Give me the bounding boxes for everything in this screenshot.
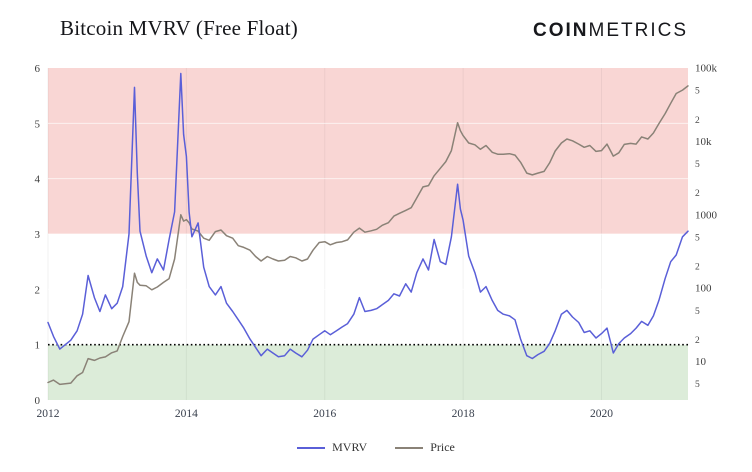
price-line-swatch [395,446,424,449]
left-axis-tick-label: 2 [35,284,41,296]
coinmetrics-logo: COINMETRICS [533,20,688,42]
left-axis-tick-label: 5 [35,118,41,130]
legend-item-mvrv[interactable]: MVRV [297,440,367,455]
price-series-line [47,85,689,386]
right-axis-tick-label: 2 [695,336,700,346]
right-axis-tick-label: 2 [695,263,700,273]
left-axis-tick-label: 1 [35,340,41,352]
right-axis-tick-label: 5 [695,380,700,390]
x-axis-tick-label: 2020 [590,408,613,420]
mvrv-series-line [47,72,689,360]
x-axis-tick-label: 2016 [313,408,336,420]
right-axis-tick-label: 5 [695,160,700,170]
right-axis-tick-label: 5 [695,87,700,97]
left-axis-tick-label: 6 [35,63,41,75]
x-axis-tick-label: 2018 [452,408,475,420]
right-axis-tick-label: 1000 [695,209,718,221]
right-axis-tick-label: 2 [695,189,700,199]
undervalued-band [48,344,688,400]
x-axis-tick-label: 2012 [37,408,60,420]
legend-label-price: Price [430,440,455,454]
overvalued-band [48,68,688,234]
right-axis-tick-label: 100 [695,283,712,295]
chart-legend: MVRV Price [0,440,752,455]
legend-label-mvrv: MVRV [332,440,368,454]
right-axis-tick-label: 10 [695,356,707,368]
legend-item-price[interactable]: Price [395,440,455,455]
left-axis-tick-label: 4 [35,174,41,186]
chart-title: Bitcoin MVRV (Free Float) [60,16,298,40]
right-axis-tick-label: 2 [695,116,700,126]
right-axis-tick-label: 5 [695,233,700,243]
right-axis-tick-label: 100k [695,63,718,75]
mvrv-line-swatch [297,446,326,449]
logo-word-metrics: METRICS [588,20,688,41]
right-axis-tick-label: 10k [695,136,712,148]
right-axis-tick-label: 5 [695,307,700,317]
x-axis-tick-label: 2014 [175,408,198,420]
logo-word-coin: COIN [533,20,589,41]
left-axis-tick-label: 3 [35,229,41,241]
left-axis-tick-label: 0 [35,395,41,407]
